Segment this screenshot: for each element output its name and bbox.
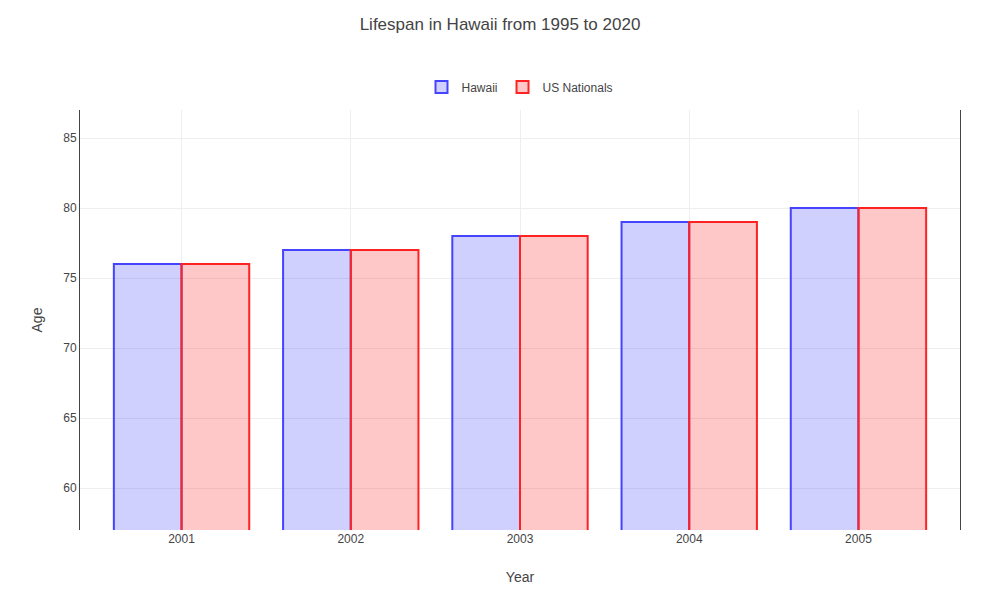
- svg-text:2004: 2004: [676, 532, 703, 546]
- svg-text:Lifespan in Hawaii from 1995 t: Lifespan in Hawaii from 1995 to 2020: [360, 15, 641, 34]
- svg-text:70: 70: [63, 341, 77, 355]
- svg-text:2002: 2002: [337, 532, 364, 546]
- svg-text:Year: Year: [506, 569, 535, 585]
- svg-text:Hawaii: Hawaii: [462, 81, 498, 95]
- svg-text:60: 60: [63, 481, 77, 495]
- svg-text:85: 85: [63, 131, 77, 145]
- svg-text:2003: 2003: [507, 532, 534, 546]
- svg-text:65: 65: [63, 411, 77, 425]
- svg-text:80: 80: [63, 201, 77, 215]
- svg-text:75: 75: [63, 271, 77, 285]
- svg-text:US Nationals: US Nationals: [543, 81, 613, 95]
- svg-text:2005: 2005: [845, 532, 872, 546]
- svg-text:2001: 2001: [168, 532, 195, 546]
- svg-text:Age: Age: [29, 307, 45, 332]
